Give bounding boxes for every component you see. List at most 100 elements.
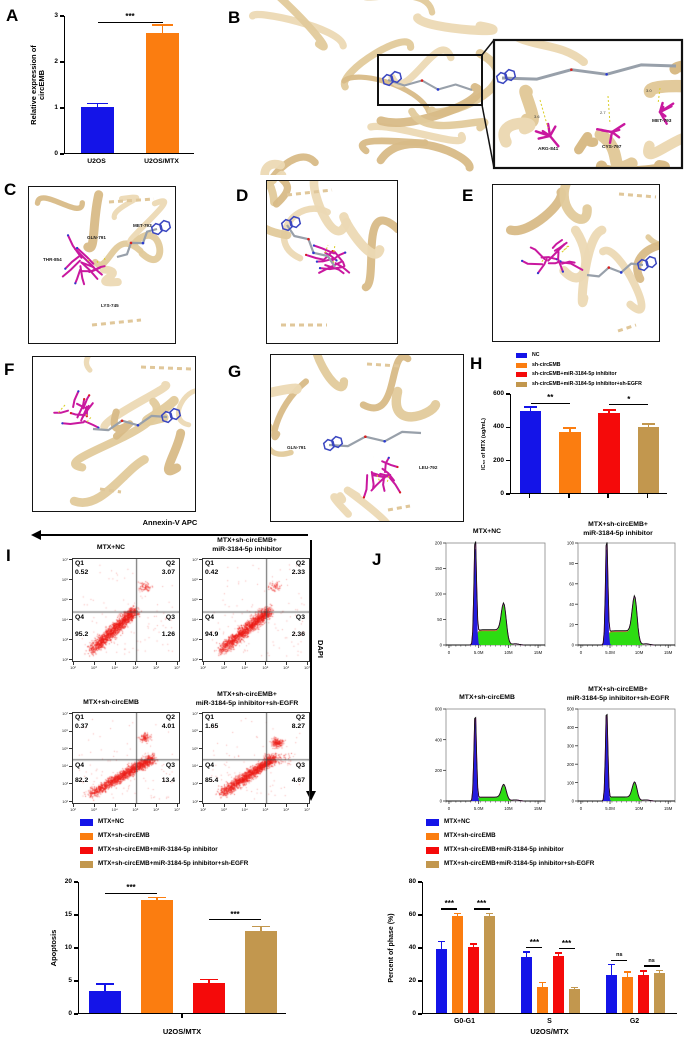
q4-label: Q4 xyxy=(205,761,215,769)
y-tick-label: 10⁶ xyxy=(61,728,68,734)
y-tick-label: 0 xyxy=(54,150,58,157)
ribbon xyxy=(343,486,390,521)
egfr-structure-panel: ARG-841 3.6 CYS-797 2.7 MET-793 3.0 xyxy=(240,0,685,223)
sig-label: *** xyxy=(444,898,454,908)
ligand-ring xyxy=(389,70,403,84)
plot-frame xyxy=(577,542,676,646)
x-tick-label: 10² xyxy=(70,807,76,812)
g2-peak-area xyxy=(578,596,675,645)
q2-value: 8.27 xyxy=(291,723,305,730)
docking-panel-e xyxy=(492,184,660,342)
cycle-legend: MTX+NC MTX+sh-circEMB MTX+sh-circEMB+miR-3… xyxy=(426,818,684,874)
y-tick-label: 600 xyxy=(493,390,504,397)
ligand-chain xyxy=(116,227,158,259)
ribbon xyxy=(100,380,171,431)
y-tick xyxy=(69,765,72,767)
flow-plot-sh-circemb: 10² 10² 10³ 10³ 10⁴ 10⁴ 10⁵ 10⁵ 10⁶ 10⁶ 10⁷ 10⁷ Q1 0.… xyxy=(56,710,180,818)
hbond-dash xyxy=(540,259,544,264)
residue-sticks xyxy=(548,125,557,138)
error-bar xyxy=(260,927,262,934)
x-tick-label: 10⁷ xyxy=(304,807,310,812)
atom xyxy=(561,270,564,273)
y-tick-label: 0 xyxy=(440,799,443,804)
bar xyxy=(559,431,581,493)
panel-label-a: A xyxy=(6,6,19,25)
y-tick-label: 40 xyxy=(408,944,416,951)
sig-line xyxy=(530,402,570,404)
y-tick xyxy=(74,881,78,883)
ribbon xyxy=(645,234,659,247)
y-tick-label: 80 xyxy=(569,561,574,566)
ribbon-dash xyxy=(140,365,192,371)
error-bar xyxy=(456,914,459,918)
x-tick xyxy=(607,494,609,498)
legend-swatch xyxy=(80,833,93,840)
residue-sticks xyxy=(546,122,552,138)
x-tick-label: 10³ xyxy=(90,807,97,812)
atom xyxy=(536,272,540,275)
bar xyxy=(519,411,542,493)
hbond-dash xyxy=(103,255,106,261)
cycle-title-3: MTX+sh-circEMB xyxy=(459,694,515,701)
error-cap xyxy=(486,912,494,914)
y-tick-label: 200 xyxy=(567,762,575,767)
sig-label: *** xyxy=(125,12,135,21)
dapi-axis-label: DAPI xyxy=(316,640,325,658)
y-tick xyxy=(60,15,64,17)
residue-sticks xyxy=(610,130,621,139)
residue-sticks xyxy=(72,390,80,408)
y-tick xyxy=(74,980,78,982)
ribbon xyxy=(34,195,86,211)
x-tick xyxy=(568,494,570,498)
cycle-hist-sh-circemb: 0 200 400 600 0 5.0M 10M 15M xyxy=(424,706,550,814)
residue-sticks xyxy=(387,475,402,494)
residue-sticks xyxy=(610,123,626,134)
q3-value: 2.36 xyxy=(291,631,305,639)
x-tick-label: 10⁶ xyxy=(153,665,160,670)
panel-label-i: I xyxy=(6,546,11,565)
ribbon xyxy=(330,492,352,518)
residue-label: MET-793 xyxy=(652,118,672,124)
y-tick xyxy=(418,914,422,916)
y-tick-label: 10⁷ xyxy=(62,710,68,716)
sig-line xyxy=(473,908,490,910)
error-bar xyxy=(161,25,164,40)
legend-label: MTX+sh-circEMB+miR-3184-5p inhibitor+sh-… xyxy=(444,860,595,867)
residue-sticks xyxy=(557,250,564,273)
ligand-chain xyxy=(501,63,677,81)
ribbon xyxy=(92,240,144,268)
sig-line xyxy=(209,919,261,921)
sig-label: ns xyxy=(648,957,655,964)
residue-sticks xyxy=(596,127,614,134)
x-category-label: S xyxy=(547,1018,552,1025)
x-tick xyxy=(244,804,246,807)
ligand-ring xyxy=(330,435,344,449)
x-tick xyxy=(73,662,74,665)
x-tick xyxy=(114,804,116,807)
q3-label: Q3 xyxy=(165,761,175,769)
ligand-ring xyxy=(160,410,174,424)
error-cap xyxy=(199,978,219,980)
ribbon xyxy=(599,246,646,314)
error-bar xyxy=(208,980,210,987)
residue-sticks xyxy=(608,130,614,144)
bar xyxy=(569,989,581,1013)
x-tick xyxy=(265,662,267,665)
plot-area: *** *** xyxy=(78,882,286,1014)
residue-sticks xyxy=(61,259,81,278)
atom xyxy=(318,267,322,270)
ribbon xyxy=(367,122,466,145)
bar xyxy=(435,948,447,1013)
ribbon xyxy=(111,194,140,221)
y-tick xyxy=(199,730,202,732)
residue-sticks xyxy=(81,266,101,273)
residue-sticks xyxy=(557,260,584,271)
q3-label: Q3 xyxy=(295,761,305,769)
y-tick-label: 20 xyxy=(569,622,574,627)
x-tick xyxy=(244,662,246,665)
atom xyxy=(69,412,72,415)
atom xyxy=(335,259,338,262)
error-cap xyxy=(555,952,562,954)
x-tick-label: 10⁵ xyxy=(262,665,269,670)
